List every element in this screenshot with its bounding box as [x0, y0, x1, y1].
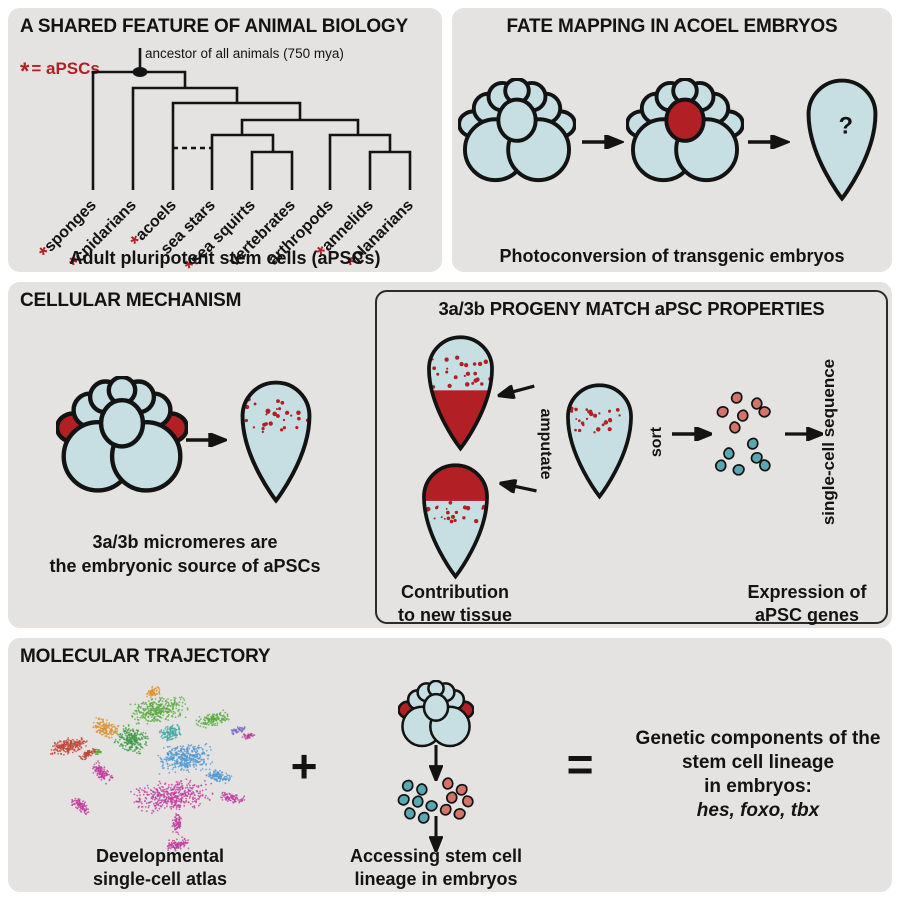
atlas-caption-line2: single-cell atlas	[92, 869, 228, 889]
worm-source	[566, 383, 633, 500]
embryo-photoconverted	[626, 78, 744, 183]
panel-shared-title: A SHARED FEATURE OF ANIMAL BIOLOGY	[20, 16, 408, 37]
legend-text: = aPSCs	[31, 59, 100, 78]
arrow-right-icon	[672, 427, 712, 441]
tree-branch	[171, 101, 302, 190]
panel-shared-feature: A SHARED FEATURE OF ANIMAL BIOLOGY * = aP…	[8, 8, 442, 272]
embryo-3a3b-micromeres	[56, 376, 188, 497]
arrow-right-icon	[580, 135, 623, 149]
new-tissue-red-region	[428, 390, 493, 449]
expression-caption-line1: Expression of	[747, 582, 867, 602]
apsc-legend: * = aPSCs	[20, 58, 100, 86]
result-line1: Genetic components of the	[635, 728, 881, 749]
panel-shared-caption: Adult pluripotent stem cells (aPSCs)	[69, 248, 381, 268]
tree-branch	[210, 133, 275, 190]
expression-caption-line2: aPSC genes	[754, 605, 860, 625]
equals-sign: =	[566, 738, 594, 790]
worm-amputated-head-regrown	[422, 463, 489, 580]
arrow-right-icon	[746, 135, 789, 149]
umap-dot-cloud	[49, 685, 256, 852]
result-line2: stem cell lineage	[681, 752, 835, 773]
panel-fate-caption: Photoconversion of transgenic embryos	[499, 246, 845, 266]
tree-branch	[328, 133, 392, 190]
access-caption-line1: Accessing stem cell	[349, 846, 523, 866]
panel-cellular-mechanism: CELLULAR MECHANISM 3a/3b micromeres are …	[8, 282, 892, 628]
panel-mechanism-title: CELLULAR MECHANISM	[20, 290, 242, 311]
tree-branch	[250, 150, 294, 190]
apsc-dot-band	[567, 406, 621, 434]
mechanism-caption-line1: 3a/3b micromeres are	[92, 532, 278, 552]
plus-sign: +	[290, 740, 318, 792]
embryo-untreated	[458, 78, 576, 183]
contribution-caption-line1: Contribution	[401, 582, 509, 602]
tree-branch	[131, 86, 239, 190]
worm-with-apsc-dots	[240, 380, 312, 504]
tree-branch	[368, 150, 412, 190]
inner-box-progeny: 3a/3b PROGENY MATCH aPSC PROPERTIES	[375, 290, 888, 625]
atlas-caption-line1: Developmental	[95, 846, 225, 866]
access-caption-line2: lineage in embryos	[354, 869, 518, 889]
result-line3: in embryos:	[704, 776, 812, 797]
asterisk-icon: *	[20, 58, 30, 85]
embryo-3a3b-small	[398, 680, 474, 748]
tree-branch	[91, 70, 187, 190]
question-mark: ?	[838, 112, 853, 139]
contribution-caption-line2: to new tissue	[397, 605, 513, 625]
single-cell-sequence-label: single-cell sequence	[819, 358, 838, 526]
sort-label: sort	[648, 426, 665, 458]
mechanism-caption-line2: the embryonic source of aPSCs	[49, 556, 321, 576]
result-gene-names: hes, foxo, tbx	[696, 800, 820, 821]
phylogenetic-tree: ancestor of all animals (750 mya) *spong…	[35, 46, 417, 272]
new-tissue-red-region	[423, 465, 488, 501]
arrow-right-icon	[185, 433, 227, 447]
panel-trajectory-title: MOLECULAR TRAJECTORY	[20, 646, 271, 667]
arrow-left-down-icon	[497, 476, 539, 498]
sorted-cells	[715, 391, 771, 476]
tree-branch	[240, 118, 360, 135]
inner-box-title: 3a/3b PROGENY MATCH aPSC PROPERTIES	[438, 298, 825, 319]
panel-fate-title: FATE MAPPING IN ACOEL EMBRYOS	[506, 16, 838, 37]
amputate-label: amputate	[537, 408, 554, 480]
dissociated-cells	[397, 777, 474, 824]
panel-fate-mapping: FATE MAPPING IN ACOEL EMBRYOS ? Photocon…	[452, 8, 892, 272]
arrow-right-icon	[785, 427, 823, 441]
umap-single-cell-atlas	[49, 685, 256, 852]
adult-worm-question: ?	[806, 78, 878, 202]
panel-molecular-trajectory: MOLECULAR TRAJECTORY Developmental singl…	[8, 638, 892, 892]
worm-amputated-tail-regrown	[427, 335, 494, 452]
ancestor-label: ancestor of all animals (750 mya)	[145, 46, 344, 61]
